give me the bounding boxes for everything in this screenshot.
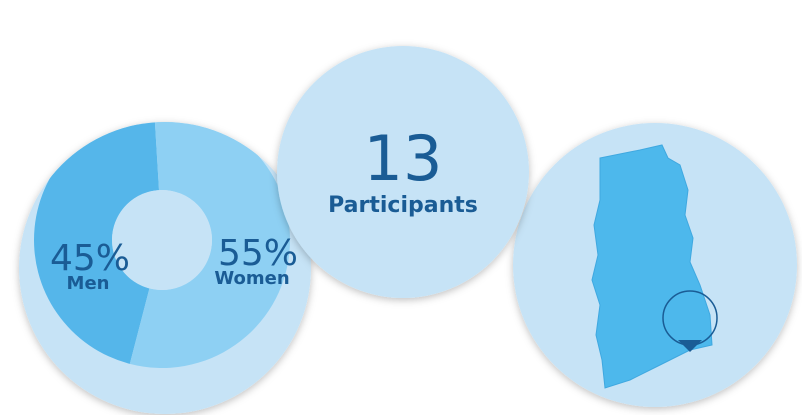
ghana-map [591, 144, 713, 389]
participants-label: Participants [328, 193, 478, 218]
donut-hole [112, 190, 212, 290]
donut-segment [129, 122, 290, 368]
men-label: Men [67, 273, 110, 294]
women-percent: 55% [218, 233, 298, 274]
donut [34, 122, 290, 368]
donut-segment [34, 122, 160, 364]
men-percent: 45% [50, 238, 130, 279]
women-label: Women [214, 268, 289, 289]
participants-count: 13 [364, 122, 443, 195]
location-pin [678, 340, 702, 352]
participants-circle [277, 46, 529, 298]
